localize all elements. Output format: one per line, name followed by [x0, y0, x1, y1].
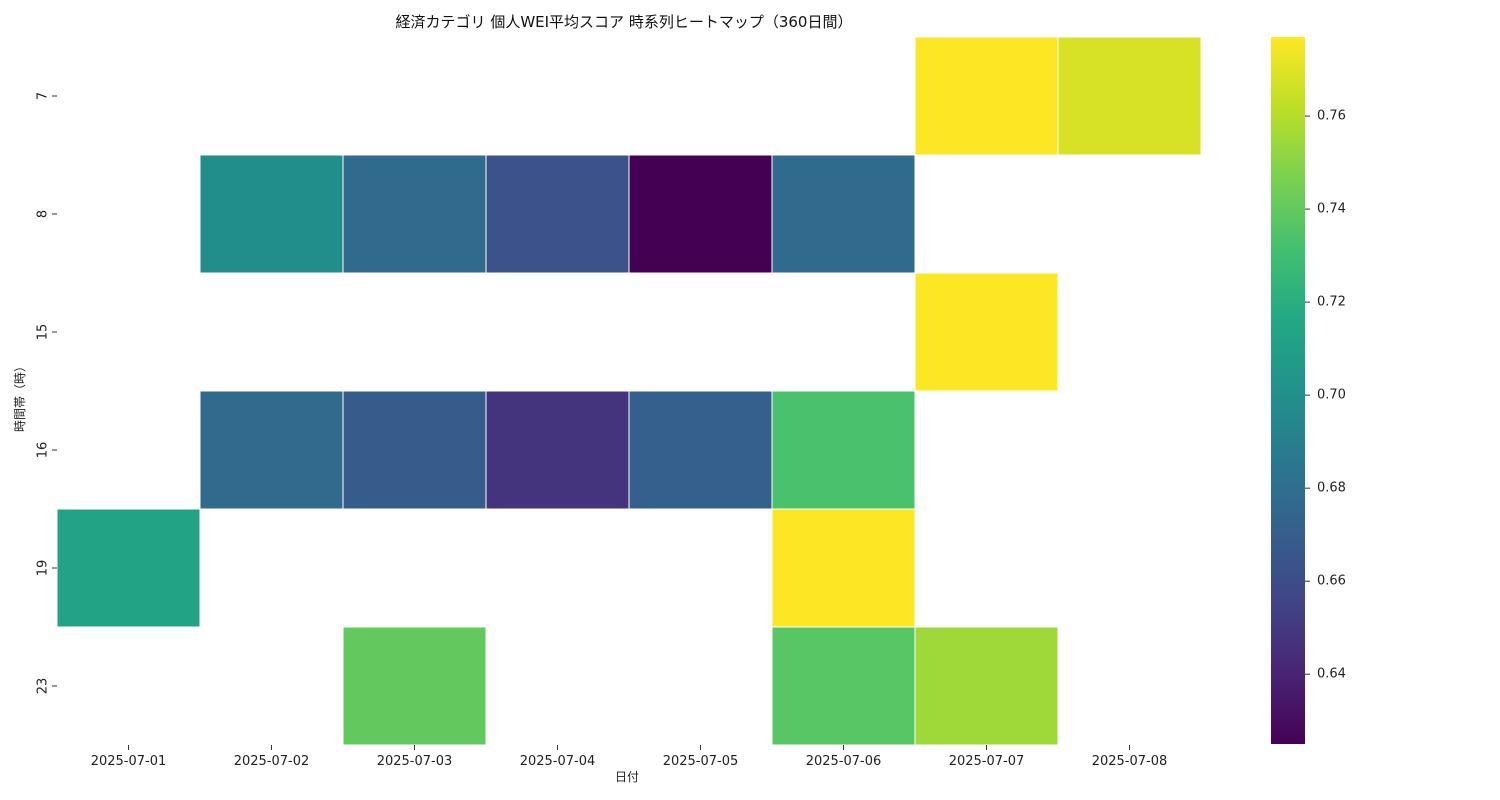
y-axis-ticks: 7 8 15 16 19 23	[36, 92, 57, 695]
x-tick-label: 2025-07-03	[377, 754, 453, 769]
x-tick-label: 2025-07-07	[949, 754, 1025, 769]
x-tick-label: 2025-07-01	[91, 754, 167, 769]
heatmap-cell	[56, 508, 201, 628]
y-tick-label: 19	[36, 560, 51, 577]
heatmap-cell	[485, 390, 630, 510]
heatmap-cell	[342, 390, 487, 510]
colorbar-tick-label: 0.72	[1317, 295, 1346, 310]
heatmap-cell	[628, 154, 773, 274]
heatmap-cell	[485, 154, 630, 274]
y-tick-label: 7	[36, 92, 51, 100]
x-axis-label: 日付	[615, 770, 639, 784]
colorbar-tick-label: 0.66	[1317, 574, 1346, 589]
colorbar-tick-label: 0.68	[1317, 481, 1346, 496]
heatmap-cell	[199, 390, 344, 510]
x-tick-label: 2025-07-06	[806, 754, 882, 769]
heatmap-cell	[771, 508, 916, 628]
colorbar-tick-label: 0.76	[1317, 109, 1346, 124]
heatmap-cell	[914, 626, 1059, 746]
x-tick-label: 2025-07-05	[663, 754, 739, 769]
chart-title: 経済カテゴリ 個人WEI平均スコア 時系列ヒートマップ（360日間）	[396, 13, 853, 31]
heatmap-cell	[1057, 36, 1202, 156]
heatmap-cell	[628, 390, 773, 510]
colorbar	[1271, 37, 1305, 744]
heatmap-cell	[914, 36, 1059, 156]
colorbar-tick-label: 0.74	[1317, 202, 1346, 217]
heatmap-cell	[771, 390, 916, 510]
x-tick-label: 2025-07-08	[1092, 754, 1168, 769]
heatmap-cell	[771, 154, 916, 274]
y-tick-label: 23	[36, 678, 51, 695]
heatmap-cell	[342, 154, 487, 274]
heatmap-cell	[914, 272, 1059, 392]
colorbar-tick-label: 0.64	[1317, 667, 1346, 682]
x-tick-label: 2025-07-02	[234, 754, 310, 769]
colorbar-tick-label: 0.70	[1317, 388, 1346, 403]
y-tick-label: 16	[36, 442, 51, 459]
x-axis-ticks: 2025-07-01 2025-07-02 2025-07-03 2025-07-04…	[91, 745, 1168, 769]
heatmap-cell	[199, 154, 344, 274]
y-tick-label: 8	[36, 210, 51, 218]
y-axis-label: 時間帯（時）	[13, 360, 27, 432]
heatmap-cells	[56, 36, 1202, 746]
heatmap-cell	[342, 626, 487, 746]
heatmap-cell	[771, 626, 916, 746]
y-tick-label: 15	[36, 324, 51, 341]
colorbar-ticks: 0.64 0.66 0.68 0.70 0.72 0.74 0.76	[1305, 109, 1346, 682]
x-tick-label: 2025-07-04	[520, 754, 596, 769]
